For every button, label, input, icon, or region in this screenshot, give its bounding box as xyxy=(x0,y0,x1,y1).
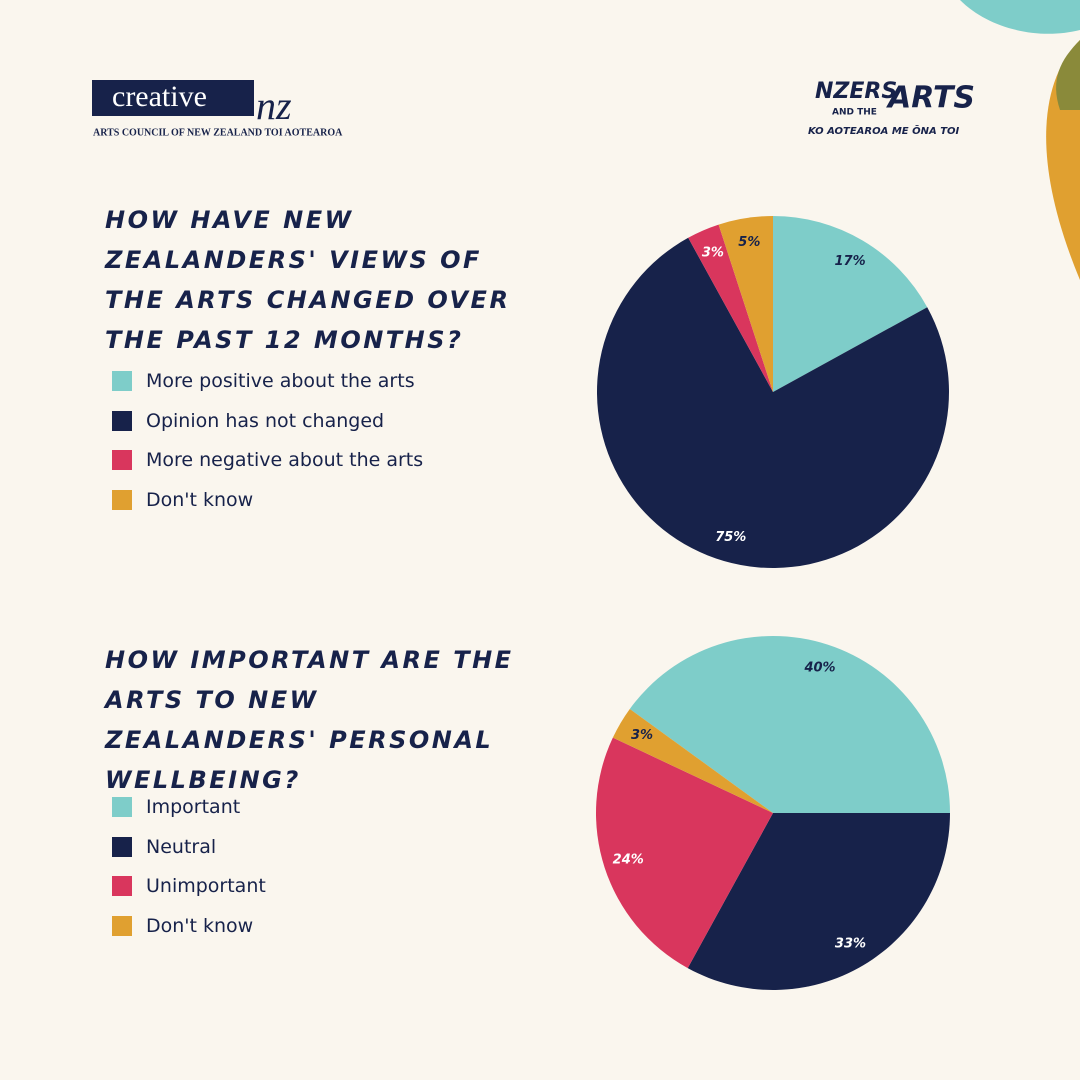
data-label: 5% xyxy=(738,235,760,250)
legend-swatch xyxy=(112,915,132,936)
pie-slice xyxy=(596,737,773,969)
pie-slice xyxy=(718,216,773,392)
data-label: 75% xyxy=(715,530,746,545)
legend-item: Don't know xyxy=(112,489,253,511)
chart-title: HOW IMPORTANT ARE THE ARTS TO NEW ZEALAN… xyxy=(105,646,514,794)
legend-item: Don't know xyxy=(112,915,253,937)
pie-slice xyxy=(773,216,928,392)
logo-box xyxy=(92,80,254,116)
logo: creative xyxy=(112,80,207,113)
legend-label: More positive about the arts xyxy=(146,370,415,392)
decor xyxy=(960,0,1080,34)
legend-item: More negative about the arts xyxy=(112,449,423,471)
legend-label: Don't know xyxy=(146,914,254,937)
data-label: 3% xyxy=(631,728,653,743)
pie-slice xyxy=(597,237,949,568)
legend-item: Neutral xyxy=(112,836,216,858)
series-title: AND THE xyxy=(832,108,877,118)
legend-item: Opinion has not changed xyxy=(112,410,384,432)
data-label: 24% xyxy=(613,853,644,868)
data-label: 33% xyxy=(835,937,866,952)
series-title: ARTS xyxy=(886,81,975,116)
legend-label: Neutral xyxy=(146,835,217,858)
chart-title: HOW HAVE NEW ZEALANDERS' VIEWS OF THE AR… xyxy=(105,206,511,354)
legend-label: Don't know xyxy=(146,488,254,511)
legend-swatch xyxy=(112,371,132,391)
data-label: 3% xyxy=(702,246,724,261)
legend-label: Important xyxy=(146,796,241,818)
logo-mark: nz xyxy=(256,83,292,128)
pie-slice xyxy=(688,224,773,392)
legend-swatch xyxy=(112,450,132,470)
legend-swatch xyxy=(112,876,132,896)
legend-swatch xyxy=(112,489,132,510)
legend-swatch xyxy=(112,836,132,857)
legend-item: More positive about the arts xyxy=(112,370,415,392)
legend-label: Opinion has not changed xyxy=(146,409,385,432)
series-title: NZERS xyxy=(815,79,897,104)
legend-label: More negative about the arts xyxy=(146,449,424,471)
data-label: 40% xyxy=(803,661,835,676)
series-subtitle: KO AOTEAROA ME ŌNA TOI xyxy=(808,124,960,137)
pie-slice xyxy=(687,813,950,990)
pie-slice xyxy=(629,636,950,813)
logo-subtitle: ARTS COUNCIL OF NEW ZEALAND TOI AOTEAROA xyxy=(93,127,343,138)
pie-slice xyxy=(612,708,773,813)
data-label: 17% xyxy=(834,254,865,269)
decor xyxy=(1056,40,1080,110)
legend-item: Unimportant xyxy=(112,875,266,897)
legend-label: Unimportant xyxy=(146,875,266,897)
legend-swatch xyxy=(112,797,132,817)
legend-swatch xyxy=(112,410,132,431)
legend-item: Important xyxy=(112,796,240,818)
